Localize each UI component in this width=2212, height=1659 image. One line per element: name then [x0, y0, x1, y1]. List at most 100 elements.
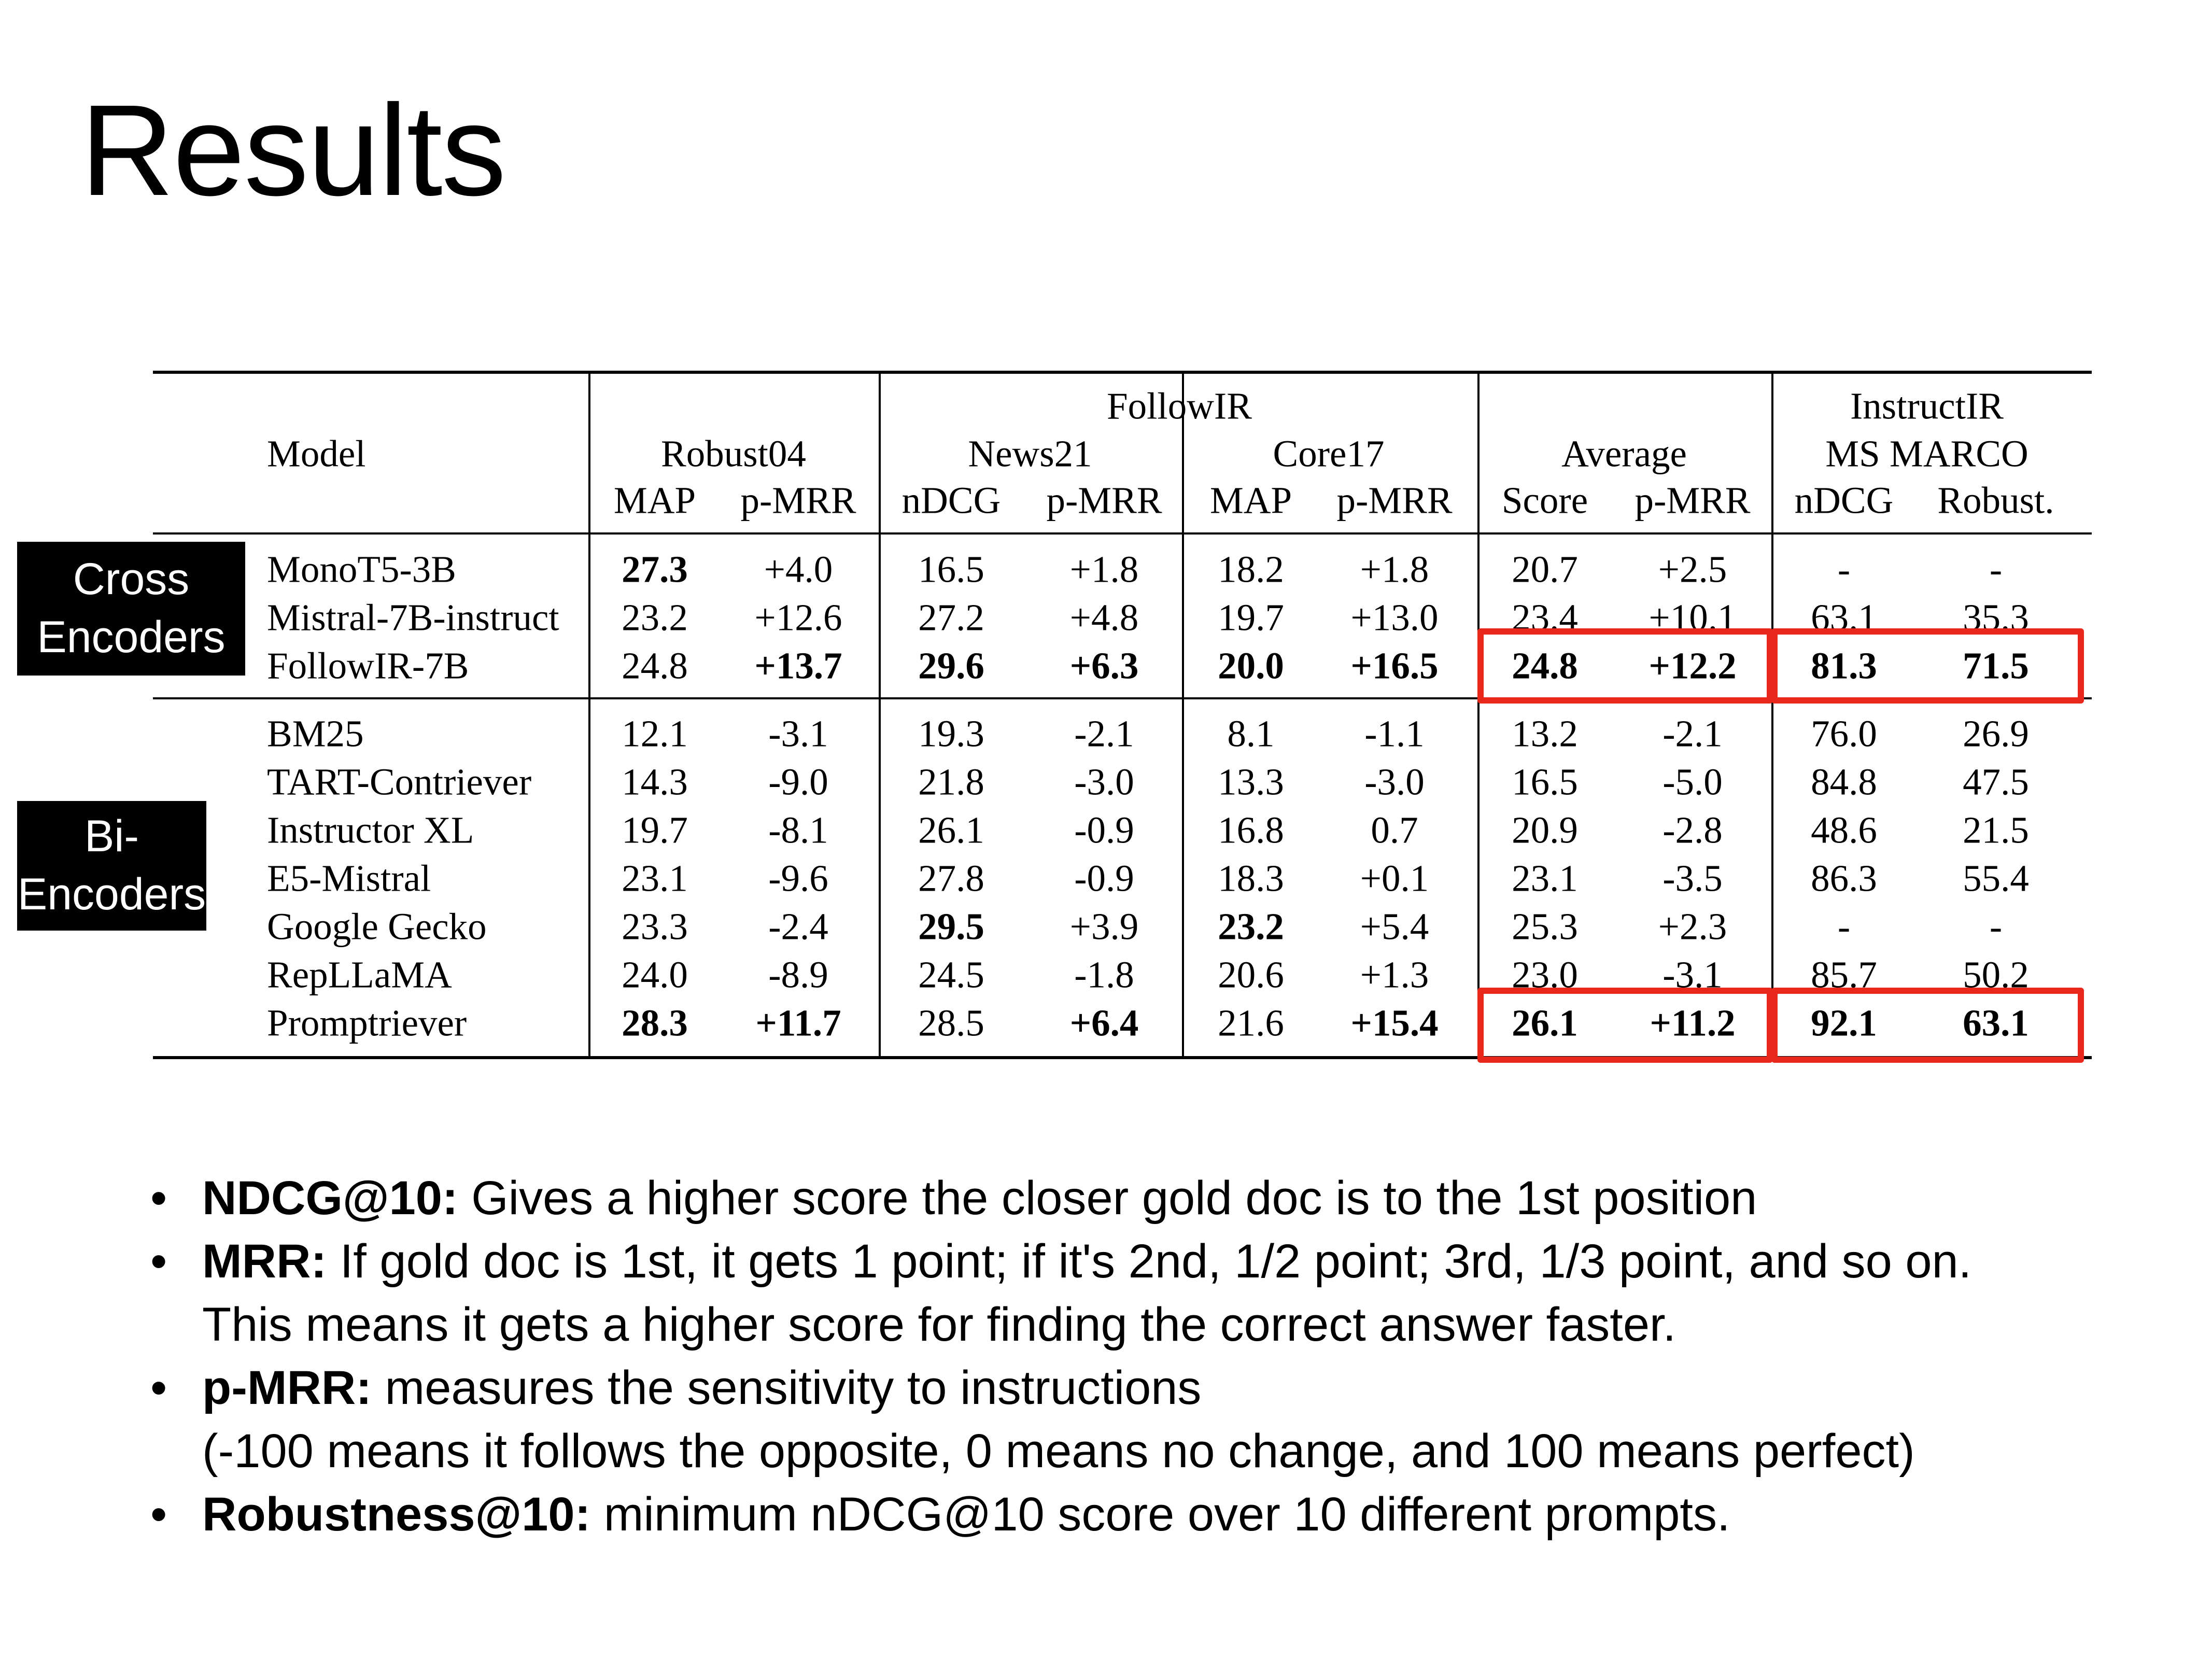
table-cell: +6.4	[1069, 1002, 1139, 1044]
table-cell: +12.2	[1649, 644, 1737, 687]
table-cell: 55.4	[1963, 857, 2029, 899]
table-cell: 16.8	[1218, 809, 1284, 851]
metric-notes: NDCG@10: Gives a higher score the closer…	[150, 1166, 2203, 1546]
model-name: MonoT5-3B	[267, 548, 456, 591]
table-cell: 21.8	[918, 761, 984, 803]
table-cell: +0.1	[1360, 857, 1429, 899]
table-section-rule	[153, 697, 2092, 699]
note-item: MRR: If gold doc is 1st, it gets 1 point…	[150, 1230, 2203, 1356]
group-header-instructir: InstructIR	[1850, 385, 2004, 427]
table-cell: 27.2	[918, 596, 984, 639]
table-cell: -1.8	[1074, 953, 1134, 996]
table-cell: -	[1989, 905, 2003, 948]
table-cell: +2.5	[1658, 548, 1727, 591]
table-cell: 28.5	[918, 1002, 984, 1044]
results-table: FollowIR InstructIR Robust04 News21 Core17 Av…	[153, 371, 2092, 1065]
note-text: If gold doc is 1st, it gets 1 point; if …	[327, 1235, 1972, 1288]
table-cell: +1.8	[1360, 548, 1429, 591]
table-cell: 85.7	[1811, 953, 1877, 996]
table-cell: 26.9	[1963, 712, 2029, 755]
note-text: minimum nDCG@10 score over 10 different …	[590, 1488, 1730, 1541]
highlight-followir-average	[1477, 628, 1773, 704]
table-cell: 25.3	[1512, 905, 1578, 948]
table-cell: 47.5	[1963, 761, 2029, 803]
table-cell: -0.9	[1074, 809, 1134, 851]
bi-label-line: Bi-	[84, 811, 139, 862]
group-header-followir: FollowIR	[1107, 385, 1252, 427]
table-cell: +11.7	[755, 1002, 841, 1044]
table-cell: 21.6	[1218, 1002, 1284, 1044]
table-cell: -0.9	[1074, 857, 1134, 899]
dataset-header: Core17	[1273, 432, 1385, 475]
cross-label-line: Encoders	[37, 612, 226, 662]
metric-header: nDCG	[901, 479, 1001, 522]
table-cell: 14.3	[622, 761, 688, 803]
column-separator	[879, 371, 881, 1059]
column-separator	[1182, 371, 1184, 1059]
cross-encoders-label: Cross Encoders	[17, 542, 245, 676]
table-cell: 23.0	[1512, 953, 1578, 996]
table-cell: -3.1	[768, 712, 828, 755]
table-cell: -3.5	[1662, 857, 1723, 899]
table-cell: 50.2	[1963, 953, 2029, 996]
model-name: Mistral-7B-instruct	[267, 596, 559, 639]
note-item: Robustness@10: minimum nDCG@10 score ove…	[150, 1483, 2203, 1546]
table-cell: 23.2	[1218, 905, 1284, 948]
metric-header: p-MRR	[740, 479, 856, 522]
slide-title: Results	[80, 78, 506, 222]
table-cell: -3.1	[1662, 953, 1723, 996]
metric-header: p-MRR	[1046, 479, 1162, 522]
cross-label-line: Cross	[73, 554, 190, 604]
model-column-header: Model	[267, 432, 366, 475]
metric-header: Robust.	[1937, 479, 2054, 522]
model-name: BM25	[267, 712, 364, 755]
table-cell: 24.5	[918, 953, 984, 996]
table-cell: 16.5	[1512, 761, 1578, 803]
table-cell: -5.0	[1662, 761, 1723, 803]
table-cell: 24.8	[1512, 644, 1578, 687]
table-cell: 48.6	[1811, 809, 1877, 851]
note-item: p-MRR: measures the sensitivity to instr…	[150, 1356, 2203, 1483]
table-cell: 23.1	[622, 857, 688, 899]
dataset-header: MS MARCO	[1825, 432, 2028, 475]
table-cell: 28.3	[622, 1002, 688, 1044]
table-cell: 20.7	[1512, 548, 1578, 591]
table-cell: -	[1837, 548, 1851, 591]
table-cell: +1.8	[1069, 548, 1139, 591]
table-cell: 19.3	[918, 712, 984, 755]
table-cell: -9.0	[768, 761, 828, 803]
table-cell: -2.8	[1662, 809, 1723, 851]
model-name: TART-Contriever	[267, 761, 532, 803]
column-separator	[1771, 371, 1773, 1059]
model-name: Promptriever	[267, 1002, 467, 1044]
table-cell: +4.0	[764, 548, 833, 591]
table-cell: 20.9	[1512, 809, 1578, 851]
table-cell: 24.8	[622, 644, 688, 687]
dataset-header: Robust04	[661, 432, 806, 475]
dataset-header: News21	[968, 432, 1092, 475]
table-cell: 18.2	[1218, 548, 1284, 591]
model-name: RepLLaMA	[267, 953, 452, 996]
table-cell: -	[1989, 548, 2003, 591]
table-cell: -3.0	[1364, 761, 1425, 803]
table-cell: +6.3	[1069, 644, 1139, 687]
table-cell: 92.1	[1811, 1002, 1877, 1044]
table-cell: +1.3	[1360, 953, 1429, 996]
table-cell: +13.7	[754, 644, 842, 687]
table-cell: 29.6	[918, 644, 984, 687]
table-cell: 12.1	[622, 712, 688, 755]
table-cell: -1.1	[1364, 712, 1425, 755]
table-cell: -	[1837, 905, 1851, 948]
table-cell: 26.1	[918, 809, 984, 851]
note-term: MRR:	[202, 1235, 327, 1288]
metric-header: p-MRR	[1635, 479, 1751, 522]
table-cell: 21.5	[1963, 809, 2029, 851]
table-cell: 23.1	[1512, 857, 1578, 899]
column-separator	[1477, 371, 1480, 1059]
table-cell: 23.3	[622, 905, 688, 948]
table-cell: -2.1	[1074, 712, 1134, 755]
table-cell: 13.2	[1512, 712, 1578, 755]
note-term: p-MRR:	[202, 1361, 372, 1414]
table-cell: 16.5	[918, 548, 984, 591]
table-cell: 20.6	[1218, 953, 1284, 996]
